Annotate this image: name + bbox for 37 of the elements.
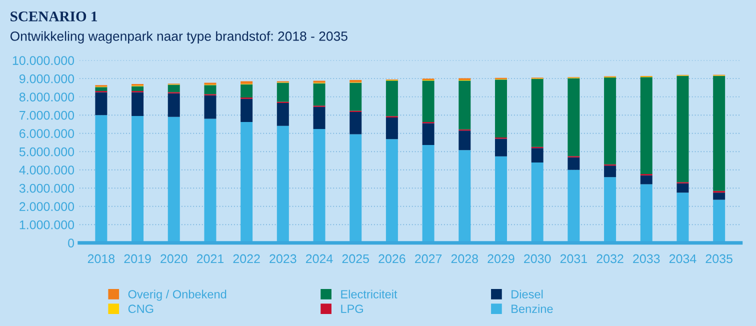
x-tick-label: 2034 [669,254,696,264]
x-tick-label: 2027 [415,254,442,264]
legend-label: Electriciteit [341,290,398,298]
x-tick-label: 2020 [160,254,188,264]
chart-subtitle: Ontwikkeling wagenpark naar type brandstof: 2018 - 2035 [10,31,348,44]
chart-title: SCENARIO 1 [10,12,97,22]
y-tick-label: 2.000.000 [20,202,74,212]
legend-label: Benzine [512,304,553,314]
x-tick-label: 2032 [596,254,624,264]
y-tick-label: 0 [68,238,74,248]
x-tick-label: 2019 [124,254,151,264]
x-tick-label: 2033 [633,254,660,264]
x-tick-label: 2023 [270,254,296,264]
x-tick-label: 2025 [342,254,369,264]
y-tick-label: 6.000.000 [20,129,74,138]
legend-label: CNG [128,304,154,314]
x-tick-label: 2022 [233,254,260,264]
legend-label: Diesel [512,290,543,298]
y-tick-label: 7.000.000 [20,110,74,120]
x-tick-label: 2031 [560,254,587,264]
x-tick-label: 2021 [196,254,224,264]
y-tick-label: 5.000.000 [19,147,74,156]
y-tick-label: 4.000.000 [19,166,74,174]
x-tick-label: 2035 [706,254,732,264]
y-tick-label: 1.000.000 [20,220,74,230]
x-tick-label: 2030 [524,254,551,264]
y-tick-label: 8.000.000 [19,92,74,102]
x-tick-label: 2018 [88,254,115,264]
y-tick-label: 9.000.000 [20,74,74,84]
x-tick-label: 2028 [451,254,478,264]
legend-label: LPG [341,304,363,314]
x-tick-label: 2026 [378,254,406,264]
legend-label: Overig / Onbekend [128,290,226,301]
x-tick-label: 2024 [306,254,333,264]
x-tick-label: 2029 [488,254,514,264]
y-tick-label: 3.000.000 [19,184,74,193]
y-tick-label: 10.000.000 [12,56,74,65]
